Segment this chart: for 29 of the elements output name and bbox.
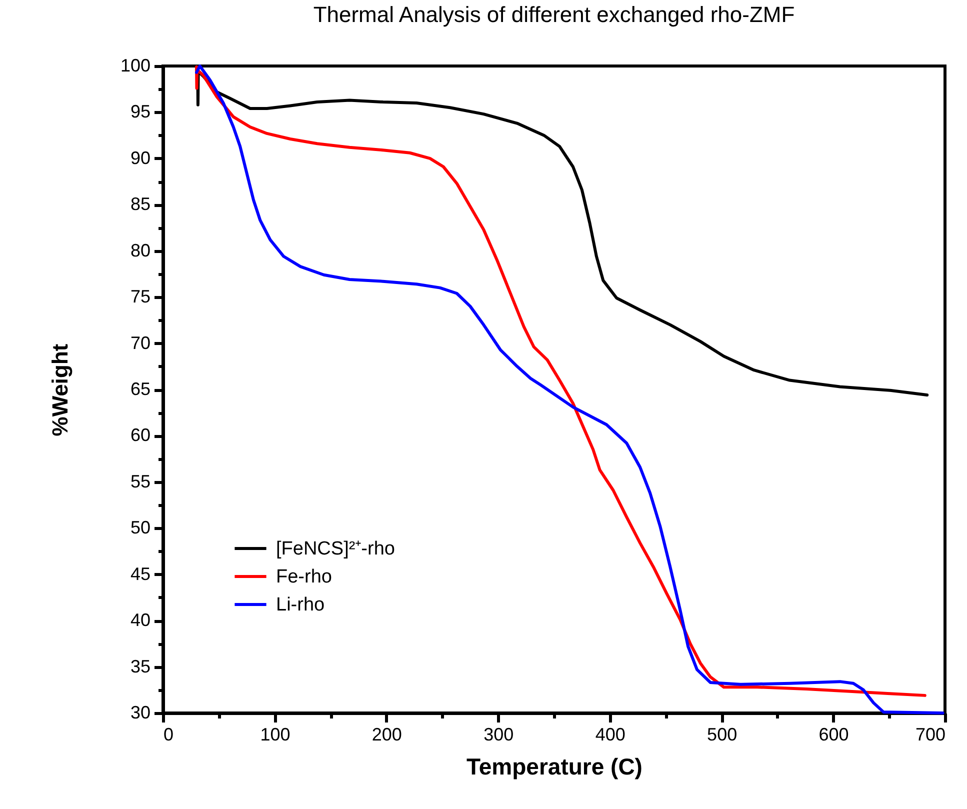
y-tick-label: 90 [130, 148, 150, 168]
y-tick-label: 95 [130, 102, 150, 122]
y-tick-label: 100 [120, 56, 150, 76]
x-tick-label: 300 [484, 724, 514, 744]
y-tick-label: 75 [130, 286, 150, 307]
x-tick-label: 500 [707, 724, 738, 744]
x-axis-title: Temperature (C) [466, 754, 642, 780]
legend-label: Fe-rho [276, 566, 332, 588]
y-tick-label: 60 [130, 425, 150, 446]
y-tick-label: 85 [130, 194, 150, 214]
legend-label: [FeNCS]²⁺-rho [276, 538, 395, 560]
x-tick-label: 600 [818, 724, 849, 744]
chart-title: Thermal Analysis of different exchanged rho-ZMF [313, 2, 795, 27]
x-tick-label: 100 [260, 724, 290, 744]
y-tick-label: 65 [130, 379, 150, 399]
x-tick-label: 200 [372, 724, 402, 744]
y-tick-label: 40 [130, 610, 150, 630]
legend-label: Li-rho [276, 594, 325, 616]
y-tick-label: 35 [130, 656, 150, 676]
x-tick-label: 700 [915, 724, 946, 744]
x-tick-label: 0 [164, 724, 174, 744]
y-axis-title: %Weight [47, 343, 72, 436]
y-tick-label: 30 [130, 702, 150, 722]
y-tick-label: 45 [130, 564, 150, 584]
y-tick-label: 80 [130, 240, 150, 260]
y-tick-label: 50 [130, 518, 150, 538]
y-tick-label: 55 [130, 471, 150, 492]
y-tick-label: 70 [130, 332, 150, 353]
x-tick-label: 400 [595, 724, 626, 744]
